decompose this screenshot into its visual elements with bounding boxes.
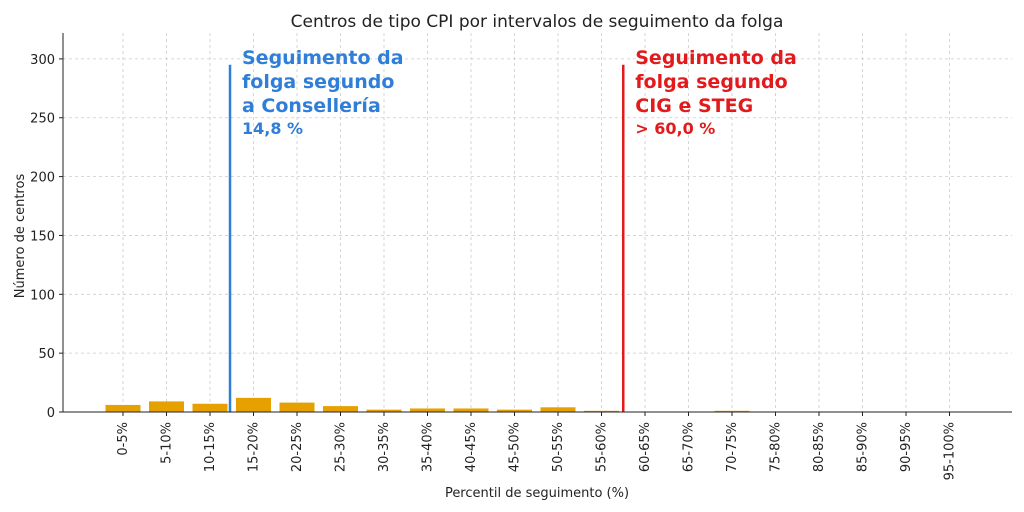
y-axis-title: Número de centros [13, 174, 28, 299]
x-tick-label: 65-70% [682, 422, 697, 472]
x-tick-label: 75-80% [769, 422, 784, 472]
y-tick-label: 50 [38, 347, 55, 362]
x-ticks: 0-5% 5-10% 10-15% 15-20% 20-25% 25-30% 30-35% 3… [116, 412, 958, 480]
axes [62, 33, 1012, 413]
reference-line-label: a Consellería [242, 95, 381, 117]
reference-line-label: CIG e STEG [635, 95, 753, 117]
x-tick-label: 80-85% [812, 422, 827, 472]
x-tick-label: 0-5% [116, 422, 131, 456]
x-tick-label: 10-15% [203, 422, 218, 472]
x-tick-label: 55-60% [595, 422, 610, 472]
reference-line-label: folga segundo [242, 71, 394, 93]
reference-line-label: Seguimento da [242, 47, 404, 69]
x-tick-label: 25-30% [334, 422, 349, 472]
x-axis-title: Percentil de seguimento (%) [445, 486, 629, 501]
x-tick-label: 40-45% [464, 422, 479, 472]
chart-title: Centros de tipo CPI por intervalos de se… [291, 12, 784, 32]
y-tick-label: 100 [30, 288, 55, 303]
bar [410, 408, 445, 412]
bar [323, 406, 358, 412]
x-tick-label: 5-10% [160, 422, 175, 464]
y-tick-label: 250 [30, 112, 55, 127]
reference-line-value: > 60,0 % [635, 119, 715, 138]
bar [714, 410, 750, 412]
grid [63, 33, 1012, 413]
x-tick-label: 70-75% [725, 422, 740, 472]
bar [497, 409, 532, 412]
bar [584, 410, 619, 412]
bar [540, 407, 576, 412]
y-tick-label: 300 [30, 53, 55, 68]
bars [105, 397, 750, 412]
y-ticks: 0 50 100 150 200 250 300 [30, 53, 63, 421]
x-tick-label: 85-90% [856, 422, 871, 472]
reference-line-value: 14,8 % [242, 119, 303, 138]
x-tick-label: 15-20% [247, 422, 262, 472]
x-tick-label: 45-50% [508, 422, 523, 472]
y-tick-label: 0 [47, 406, 55, 421]
bar [453, 408, 489, 412]
x-tick-label: 30-35% [377, 422, 392, 472]
x-tick-label: 60-65% [638, 422, 653, 472]
y-tick-label: 150 [30, 229, 55, 244]
x-tick-label: 95-100% [943, 422, 958, 480]
bar [279, 402, 315, 412]
reference-line-label: Seguimento da [635, 47, 797, 69]
x-tick-label: 50-55% [551, 422, 566, 472]
x-tick-label: 20-25% [290, 422, 305, 472]
x-tick-label: 35-40% [421, 422, 436, 472]
y-tick-label: 200 [30, 171, 55, 186]
bar [236, 397, 271, 412]
bar [105, 404, 141, 412]
bar [366, 409, 402, 412]
bar [192, 403, 228, 412]
bar [149, 401, 184, 412]
reference-line-label: folga segundo [635, 71, 787, 93]
x-tick-label: 90-95% [899, 422, 914, 472]
